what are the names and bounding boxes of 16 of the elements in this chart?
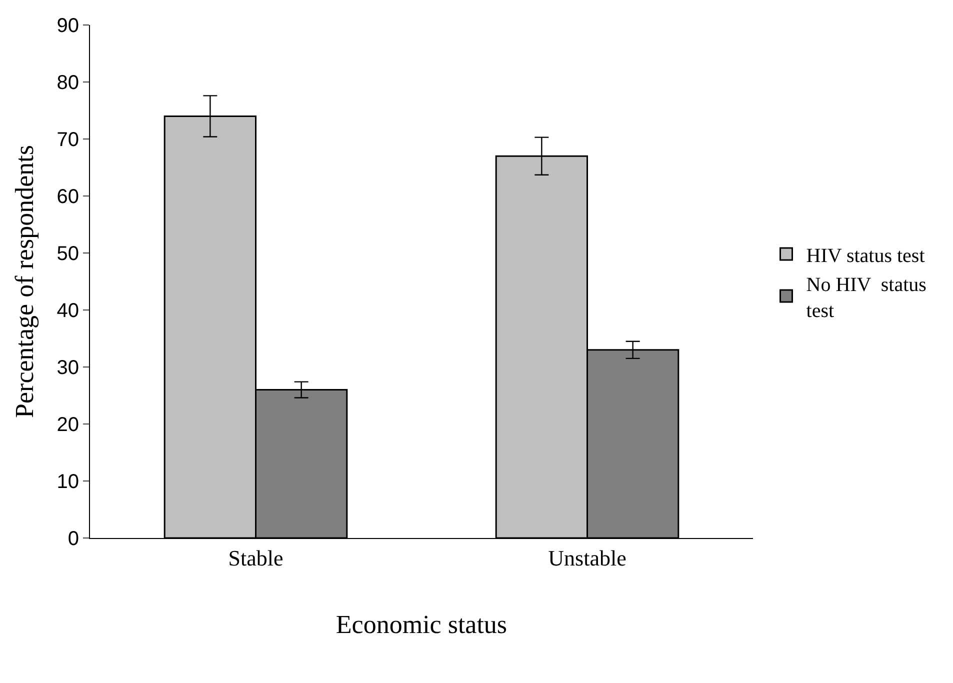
- y-tick-label: 10: [56, 471, 79, 493]
- y-tick-label: 90: [56, 15, 79, 37]
- y-tick-label: 70: [56, 129, 79, 151]
- y-tick-label: 20: [56, 414, 79, 436]
- legend-label: No HIV status test: [806, 274, 927, 322]
- y-tick-label: 50: [56, 243, 79, 265]
- x-tick-label: Stable: [228, 545, 284, 570]
- y-tick-label: 80: [56, 72, 79, 94]
- y-tick-label: 60: [56, 186, 79, 208]
- y-tick-label: 30: [56, 357, 79, 379]
- x-tick-label: Unstable: [548, 545, 626, 570]
- y-tick-label: 40: [56, 300, 79, 322]
- y-axis-title: Percentage of respondents: [10, 145, 40, 418]
- x-axis-title: Economic status: [336, 610, 508, 640]
- y-tick-label: 0: [68, 528, 79, 550]
- legend-label: HIV status test: [806, 244, 926, 267]
